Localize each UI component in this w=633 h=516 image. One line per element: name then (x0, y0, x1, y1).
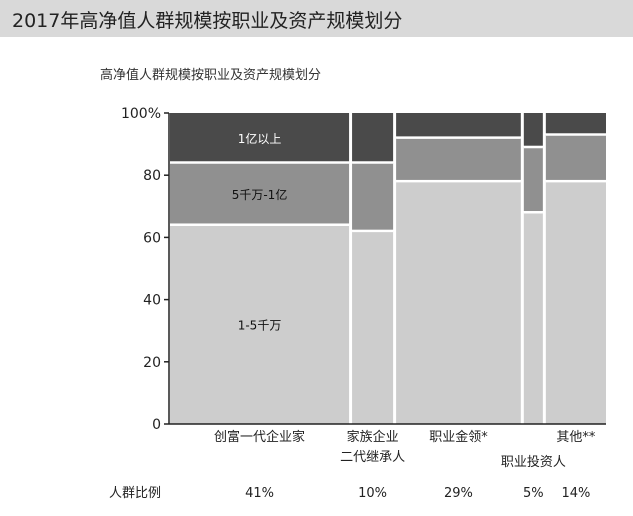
bar-segment (545, 113, 606, 134)
y-tick-label: 80 (143, 168, 161, 184)
bar-segment (523, 113, 543, 146)
share-label: 10% (358, 486, 387, 501)
category-label: 家族企业 (347, 429, 399, 445)
category-label: 二代继承人 (340, 450, 405, 465)
y-tick-label: 0 (152, 417, 161, 433)
segment-label: 1亿以上 (238, 131, 282, 146)
share-label: 14% (561, 486, 590, 501)
page-title: 2017年高净值人群规模按职业及资产规模划分 (12, 10, 403, 32)
bar-segment (545, 134, 606, 180)
share-row-label: 人群比例 (109, 486, 161, 501)
header-bar: 2017年高净值人群规模按职业及资产规模划分 (0, 0, 633, 37)
category-label: 其他** (556, 430, 596, 445)
y-tick-label: 20 (143, 355, 161, 371)
bar-segment (170, 162, 350, 224)
bar-segment (523, 147, 543, 212)
bar-segment (523, 212, 543, 424)
bar-segment (170, 224, 350, 424)
y-tick-label: 60 (143, 230, 161, 246)
chart-title: 高净值人群规模按职业及资产规模划分 (100, 68, 322, 83)
y-tick-label: 40 (143, 293, 161, 309)
category-label: 职业金领* (429, 429, 488, 445)
share-label: 5% (523, 486, 544, 501)
category-label: 创富一代企业家 (214, 429, 305, 445)
share-label: 41% (245, 486, 274, 501)
bar-segment (352, 113, 394, 162)
bar-segment (396, 113, 521, 137)
bar-segment (352, 231, 394, 424)
segment-label: 5千万-1亿 (232, 187, 288, 202)
category-label: 职业投资人 (501, 454, 566, 470)
bar-segment (545, 181, 606, 424)
y-tick-label: 100% (121, 106, 161, 122)
bar-segment (396, 137, 521, 180)
bar-segment (396, 181, 521, 424)
share-label: 29% (444, 486, 473, 501)
bar-segment (352, 162, 394, 230)
bar-segment (170, 113, 350, 162)
segment-label: 1-5千万 (238, 318, 282, 332)
